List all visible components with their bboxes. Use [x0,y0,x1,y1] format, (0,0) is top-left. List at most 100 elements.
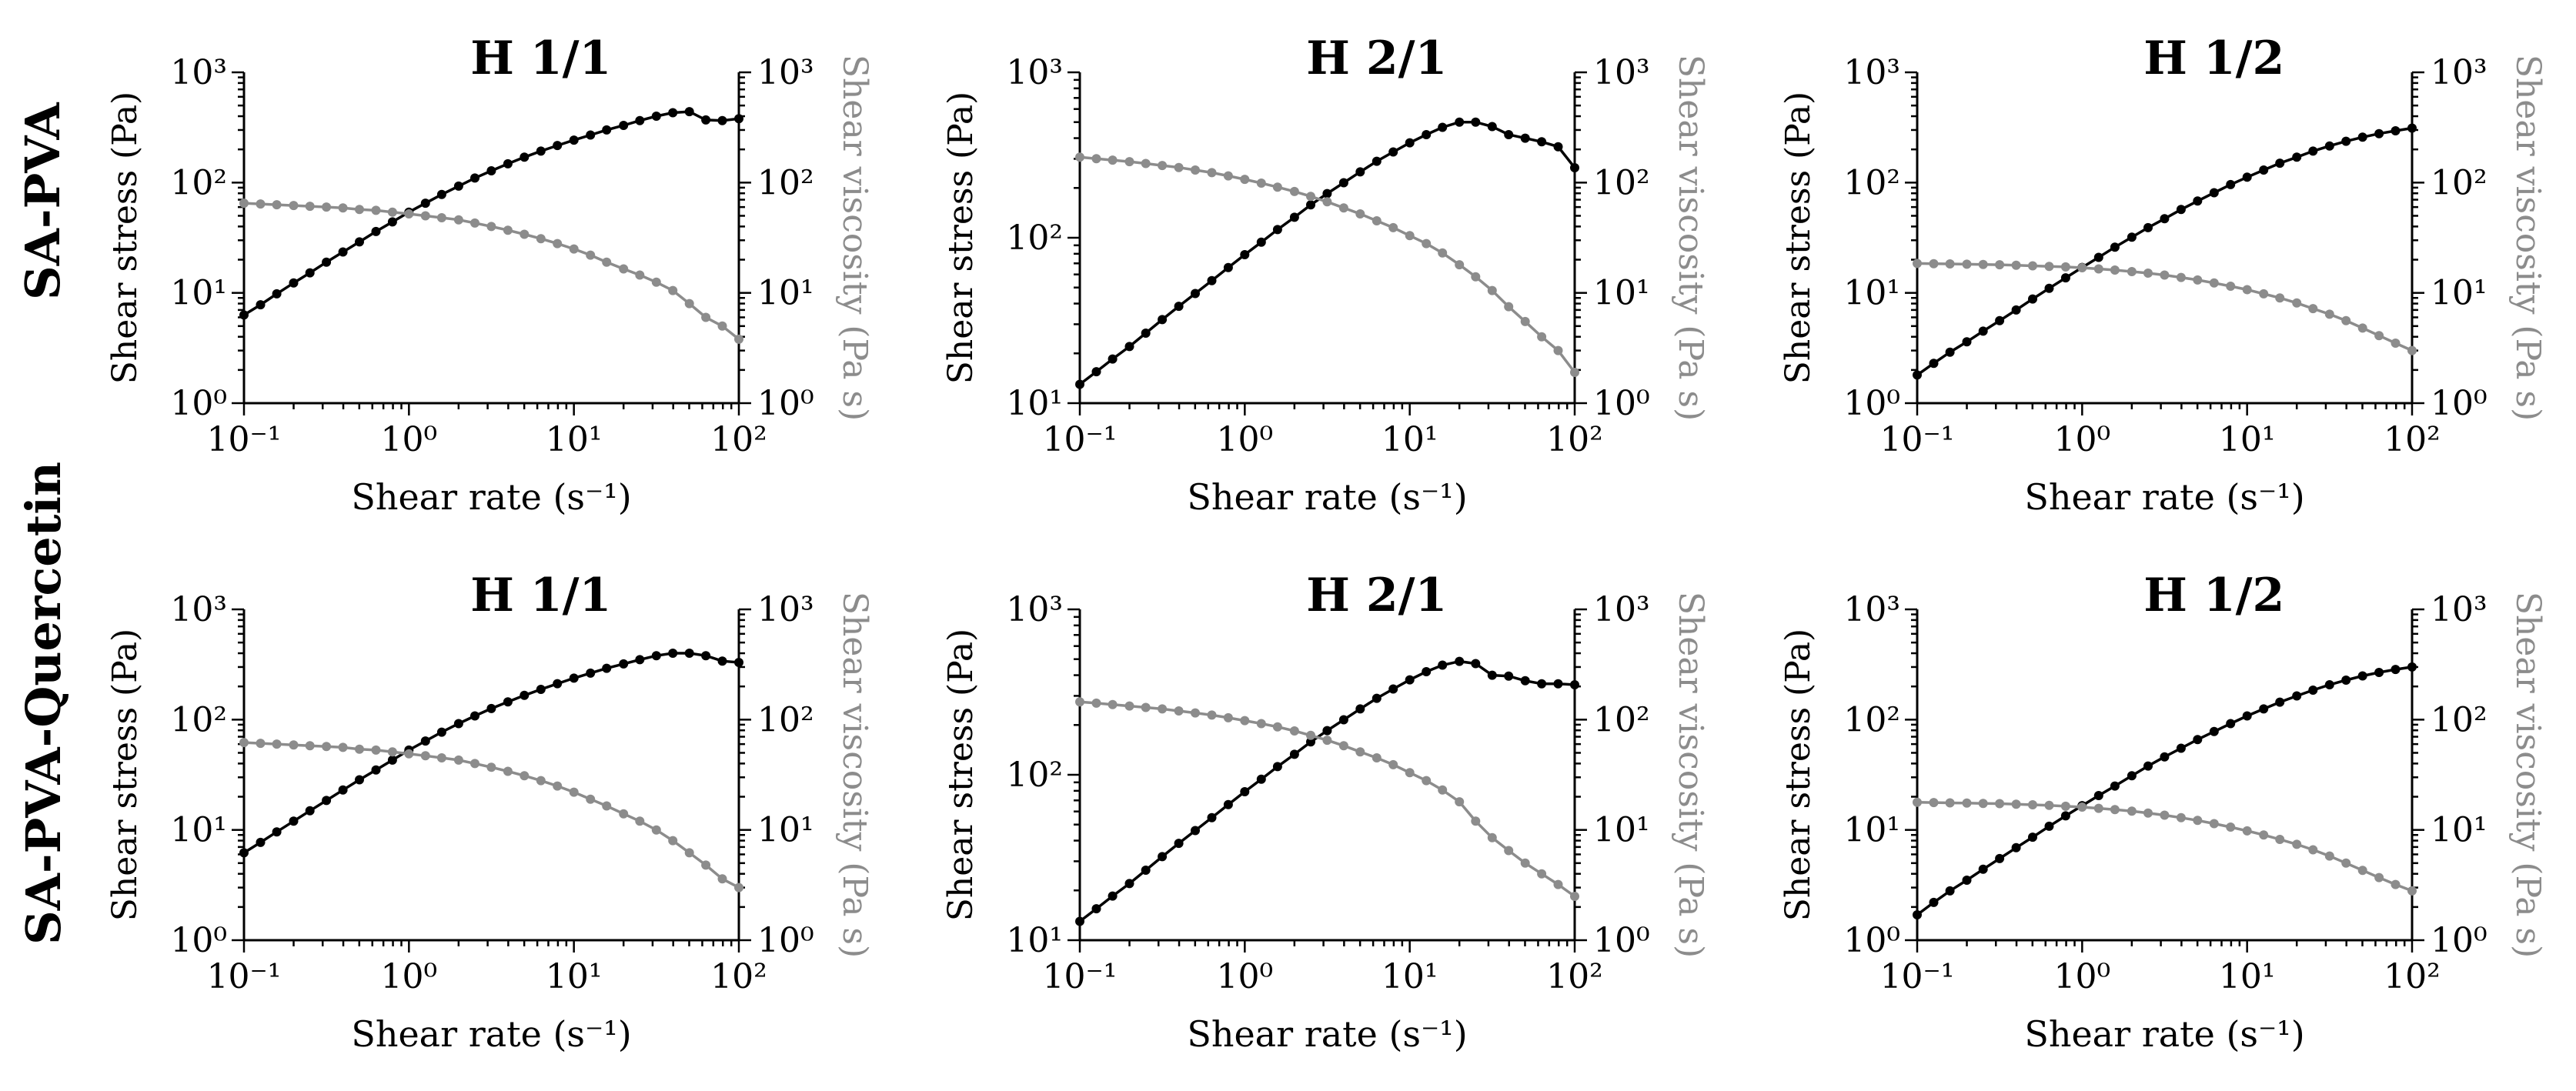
data-point-stress [1422,130,1432,139]
data-point-stress [2060,811,2070,821]
data-point-stress [2143,761,2153,771]
data-point-stress [1191,289,1200,299]
x-axis-label: Shear rate (s⁻¹) [351,476,631,518]
y-tick-label: 10¹ [170,274,227,313]
data-point-viscosity [668,836,678,846]
data-point-viscosity [2143,269,2153,278]
data-point-viscosity [2357,323,2367,333]
data-point-stress [1978,326,1988,336]
y2-tick-label: 10⁰ [757,921,814,960]
data-point-stress [1256,237,1266,247]
y-axis-label: Shear stress (Pa) [1779,629,1818,921]
data-point-viscosity [1995,260,2005,270]
data-point-viscosity [1091,154,1101,164]
data-point-stress [1272,225,1282,235]
data-point-stress [2292,152,2302,162]
data-point-viscosity [1962,259,1972,269]
x-axis-label: Shear rate (s⁻¹) [2024,1013,2304,1055]
data-point-stress [2259,704,2269,714]
data-point-viscosity [2176,812,2186,822]
data-point-viscosity [1372,216,1382,225]
data-point-viscosity [453,215,463,225]
y-tick-label: 10³ [170,590,227,629]
data-point-stress [256,837,266,847]
data-point-stress [734,658,743,667]
data-point-stress [503,158,513,168]
data-point-stress [2374,128,2384,138]
data-point-viscosity [355,744,364,754]
data-point-viscosity [2259,289,2269,299]
y2-axis-label: Shear viscosity (Pa s) [1671,55,1710,421]
data-point-viscosity [2407,886,2417,896]
y2-tick-label: 10² [1593,163,1650,202]
data-point-viscosity [2324,851,2334,861]
data-point-viscosity [420,751,430,761]
data-point-viscosity [1091,698,1101,708]
data-point-stress [2292,691,2302,701]
data-point-stress [2308,146,2318,156]
y2-axis-label: Shear viscosity (Pa s) [835,55,874,421]
data-point-stress [553,141,563,151]
data-point-stress [1158,852,1168,862]
data-point-viscosity [2275,293,2285,303]
data-point-viscosity [1207,710,1217,720]
data-point-viscosity [635,816,645,826]
data-point-viscosity [1504,302,1514,312]
data-point-stress [1471,117,1481,127]
data-point-stress [2209,726,2219,736]
data-point-viscosity [1405,231,1415,241]
x-tick-label: 10⁻¹ [207,957,282,996]
data-point-stress [2324,141,2334,151]
data-point-stress [1962,876,1972,885]
data-point-viscosity [2292,298,2302,308]
data-point-stress [2093,791,2103,800]
data-point-viscosity [1945,259,1955,269]
y2-tick-label: 10¹ [2431,811,2487,850]
data-point-viscosity [1355,747,1365,757]
y-axis-label: Shear stress (Pa) [1779,92,1818,384]
data-point-viscosity [2176,272,2186,282]
y2-tick-label: 10¹ [2431,274,2487,313]
chart-title: H 2/1 [1306,569,1447,622]
data-point-viscosity [1272,722,1282,732]
data-point-viscosity [1108,155,1118,165]
data-point-stress [1174,302,1184,312]
data-point-viscosity [1520,858,1530,868]
data-point-viscosity [2044,262,2054,272]
data-point-stress [420,199,430,209]
data-point-stress [453,719,463,729]
data-point-stress [1207,812,1217,822]
data-point-viscosity [1240,716,1250,726]
data-point-viscosity [1272,182,1282,192]
data-point-viscosity [2341,315,2351,325]
data-point-stress [239,848,249,858]
y-tick-label: 10² [1843,163,1900,202]
data-point-stress [1504,671,1514,681]
data-point-viscosity [1537,869,1547,879]
data-point-viscosity [2275,835,2285,844]
data-point-viscosity [2391,879,2401,889]
data-point-viscosity [2060,801,2070,811]
data-point-stress [2044,821,2054,831]
data-point-viscosity [1289,726,1299,736]
data-point-stress [1322,189,1332,199]
y-axis-label: Shear stress (Pa) [105,92,145,384]
data-point-viscosity [404,749,414,759]
data-point-viscosity [2077,263,2087,272]
data-point-viscosity [338,742,348,752]
data-point-stress [1322,726,1332,736]
data-point-stress [2028,294,2037,304]
data-point-viscosity [2226,282,2236,291]
data-point-viscosity [1141,158,1151,168]
data-point-viscosity [289,740,299,750]
data-point-stress [2407,123,2417,133]
chart-title: H 1/1 [470,32,611,85]
data-point-stress [619,121,629,130]
data-point-stress [486,703,496,713]
data-point-stress [1945,886,1955,896]
data-point-viscosity [1141,702,1151,712]
x-tick-label: 10² [1546,957,1603,996]
y2-tick-label: 10⁰ [1593,384,1650,423]
data-point-viscosity [305,202,315,212]
data-point-viscosity [2374,331,2384,341]
